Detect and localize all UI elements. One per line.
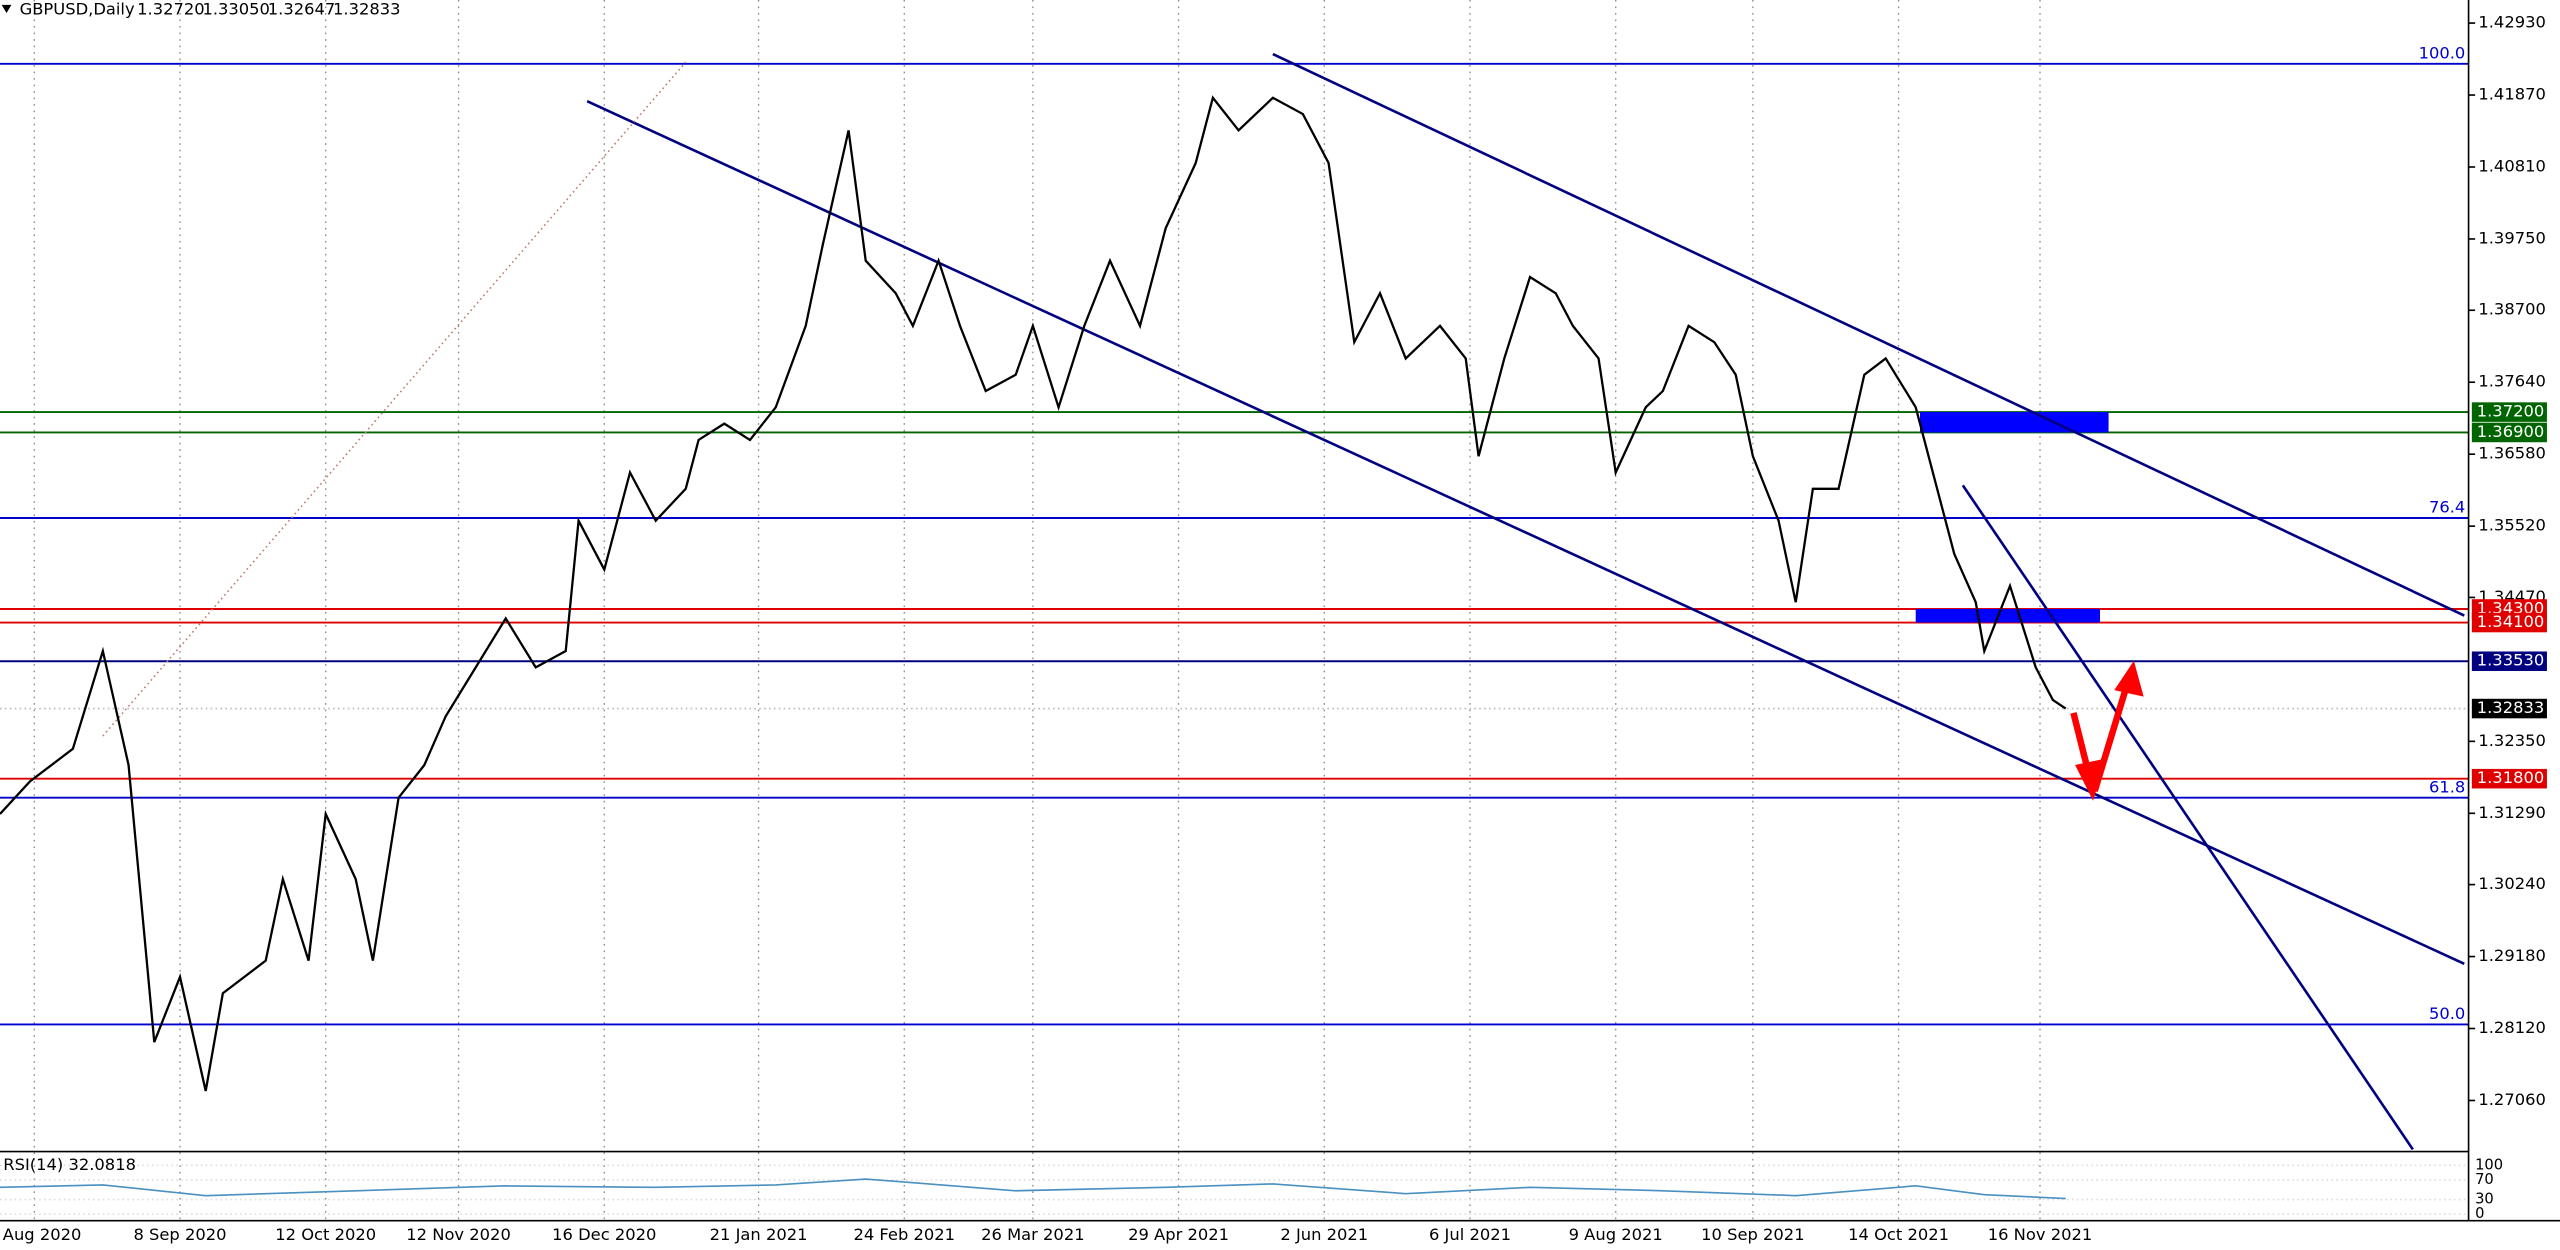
price-level-label: 1.34300 xyxy=(2477,598,2545,617)
x-tick-label: 26 Mar 2021 xyxy=(981,1225,1084,1244)
trendline xyxy=(1272,52,2465,617)
y-tick-label: 1.30240 xyxy=(2478,874,2546,893)
x-tick-label: 6 Jul 2021 xyxy=(1429,1225,1511,1244)
low: 1.32647 xyxy=(268,0,336,18)
x-tick-label: 16 Nov 2021 xyxy=(1988,1225,2093,1244)
y-tick-label: 1.41870 xyxy=(2478,85,2546,104)
y-tick-label: 1.35520 xyxy=(2478,516,2546,535)
rsi-tick-label: 70 xyxy=(2475,1171,2494,1188)
price-line xyxy=(0,95,2067,1092)
ohlc: 1.32720 1.33050 1.32647 1.32833 xyxy=(137,0,400,18)
y-tick-label: 1.32350 xyxy=(2478,731,2546,750)
x-tick-label: 5 Aug 2020 xyxy=(0,1225,81,1244)
y-tick-label: 1.40810 xyxy=(2478,157,2546,176)
y-tick-label: 1.27060 xyxy=(2478,1090,2546,1109)
fib-level-label: 76.4 xyxy=(2429,498,2465,517)
x-tick-label: 9 Aug 2021 xyxy=(1569,1225,1663,1244)
title-marker xyxy=(1,4,12,14)
symbol-title: GBPUSD,Daily xyxy=(20,0,135,18)
current-price-label: 1.32833 xyxy=(2477,698,2545,717)
y-tick-label: 1.37640 xyxy=(2478,372,2546,391)
x-tick-label: 8 Sep 2020 xyxy=(133,1225,226,1244)
price-level-tag xyxy=(2471,612,2547,633)
fib-level-label: 100.0 xyxy=(2419,44,2466,63)
y-tick-label: 1.31290 xyxy=(2478,803,2546,822)
current-price-tag xyxy=(2471,698,2547,719)
x-tick-label: 2 Jun 2021 xyxy=(1280,1225,1368,1244)
trendline xyxy=(1961,484,2414,1151)
y-tick-label: 1.38700 xyxy=(2478,300,2546,319)
rsi-tick-label: 30 xyxy=(2475,1191,2494,1208)
x-tick-label: 12 Nov 2020 xyxy=(406,1225,511,1244)
price-level-label: 1.31800 xyxy=(2477,768,2545,787)
x-tick-label: 21 Jan 2021 xyxy=(710,1225,808,1244)
close: 1.32833 xyxy=(333,0,401,18)
open: 1.32720 xyxy=(137,0,205,18)
price-level-tag xyxy=(2471,651,2547,672)
grid-layer xyxy=(0,0,2469,1221)
y-tick-label: 1.28120 xyxy=(2478,1018,2546,1037)
arrow-up xyxy=(2091,682,2131,792)
y-tick-label: 1.39750 xyxy=(2478,228,2546,247)
price-level-label: 1.37200 xyxy=(2477,402,2545,421)
y-tick-label: 1.42930 xyxy=(2478,13,2546,32)
zone xyxy=(1915,608,2100,623)
price-level-label: 1.33530 xyxy=(2477,651,2545,670)
price-level-label: 1.34100 xyxy=(2477,612,2545,631)
trendline xyxy=(102,61,687,737)
rsi-title: RSI(14) 32.0818 xyxy=(3,1155,136,1174)
y-tick-label: 1.29180 xyxy=(2478,946,2546,965)
labels-layer: 5 Aug 2020 8 Sep 2020 12 Oct 2020 12 Nov 20… xyxy=(0,13,2547,1244)
x-tick-label: 24 Feb 2021 xyxy=(853,1225,955,1244)
fib-level-label: 50.0 xyxy=(2429,1004,2465,1023)
x-tick-label: 10 Sep 2021 xyxy=(1701,1225,1804,1244)
price-level-tag xyxy=(2471,422,2547,443)
price-level-label: 1.36900 xyxy=(2477,422,2545,441)
price-level-tag xyxy=(2471,768,2547,789)
high: 1.33050 xyxy=(202,0,270,18)
y-tick-label: 1.36580 xyxy=(2478,444,2546,463)
zone xyxy=(1920,412,2109,433)
x-tick-label: 16 Dec 2020 xyxy=(552,1225,656,1244)
x-tick-label: 14 Oct 2021 xyxy=(1848,1225,1949,1244)
price-level-tag xyxy=(2471,402,2547,422)
x-tick-label: 29 Apr 2021 xyxy=(1128,1225,1229,1244)
trendline xyxy=(586,100,2465,966)
main-layer: 100.0 76.4 61.8 50.0 xyxy=(0,44,2469,1200)
rsi-line xyxy=(0,1178,2066,1200)
fib-level-label: 61.8 xyxy=(2429,777,2465,796)
rsi-tick-label: 100 xyxy=(2475,1156,2503,1173)
rsi-tick-label: 0 xyxy=(2475,1205,2484,1222)
x-tick-label: 12 Oct 2020 xyxy=(275,1225,376,1244)
